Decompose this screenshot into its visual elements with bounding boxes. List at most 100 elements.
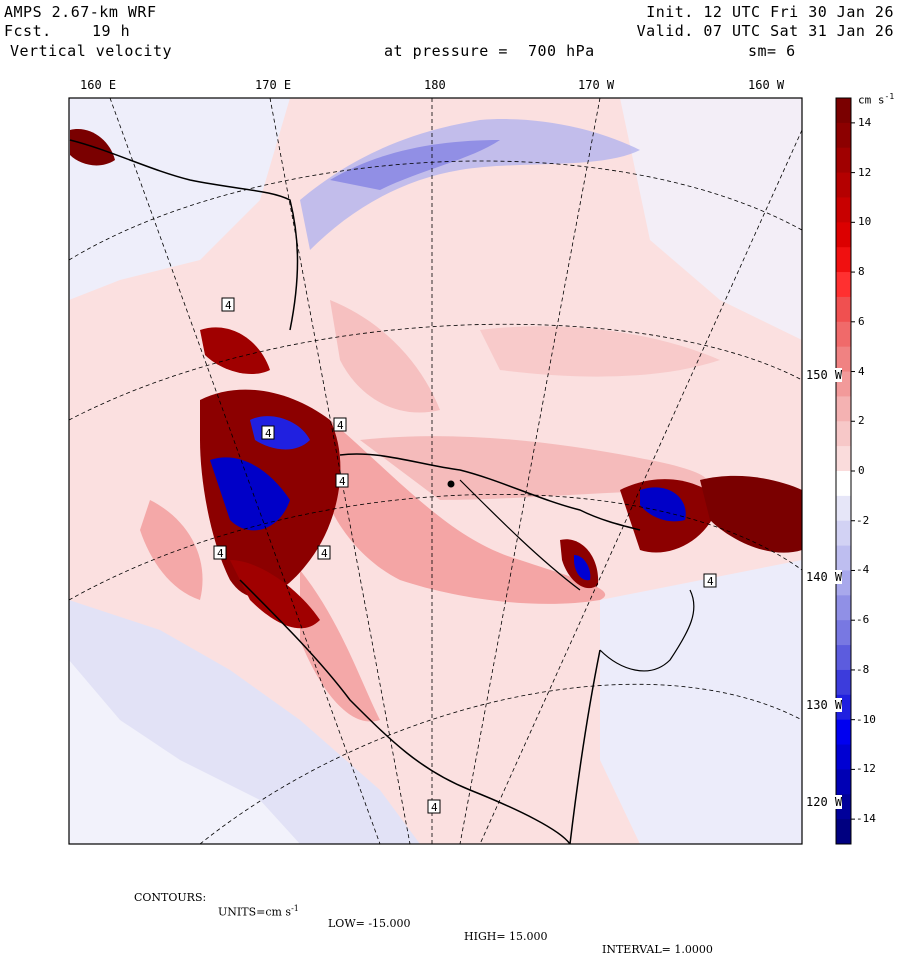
footer-interval: INTERVAL= 1.0000 <box>602 943 713 956</box>
colorbar-swatch <box>836 122 851 149</box>
colorbar-tick-label: 12 <box>858 165 872 179</box>
meridian-160w <box>479 129 802 844</box>
svg-text:4: 4 <box>321 547 328 560</box>
station-dot <box>447 480 455 488</box>
ice-edge <box>459 479 581 591</box>
colorbar-swatch <box>836 421 851 447</box>
coastline-north <box>69 139 299 331</box>
lat-label-130w: 130 W <box>806 698 843 712</box>
colorbar-tick-label: 6 <box>858 314 865 328</box>
colorbar-border <box>835 97 852 845</box>
svg-text:4: 4 <box>225 299 232 312</box>
svg-text:4: 4 <box>339 475 346 488</box>
parallel-far-south <box>199 683 802 844</box>
init-time: Init. 12 UTC Fri 30 Jan 26 <box>646 3 894 21</box>
coastline-east <box>599 589 695 672</box>
station-marker: 4 <box>335 473 349 488</box>
colorbar-tick-label: 0 <box>858 464 865 477</box>
intense-core-far-east <box>700 475 802 553</box>
parallel-south <box>69 494 802 601</box>
lon-label-160w: 160 W <box>748 78 785 92</box>
red-plume-northeast <box>480 326 720 377</box>
station-marker: 4 <box>317 545 331 560</box>
colorbar-swatch <box>836 769 851 795</box>
station-marker: 4 <box>261 425 275 440</box>
meridian-170e <box>269 98 411 844</box>
grounding-line <box>569 649 601 844</box>
station-marker: 4 <box>213 545 227 560</box>
parallel-mid <box>69 323 802 421</box>
svg-text:4: 4 <box>431 801 438 814</box>
pressure-label: at pressure = <box>384 42 508 60</box>
red-plume-south <box>300 570 380 722</box>
colorbar-tick-label: 10 <box>858 215 872 229</box>
footer-units: UNITS=cm s-1 <box>218 904 299 919</box>
red-plume-north <box>330 300 440 413</box>
intense-core-southeast-blue <box>574 555 591 581</box>
colorbar-swatch <box>836 172 851 198</box>
lat-label-140w: 140 W <box>806 570 843 584</box>
blue-region-east <box>600 560 802 844</box>
white-ice-shelf <box>69 660 300 844</box>
colorbar-swatch <box>836 222 851 248</box>
vertical-velocity-map: 4 4 4 4 4 4 4 4 <box>68 97 855 845</box>
colorbar-swatch <box>836 620 851 646</box>
colorbar-swatch <box>836 197 851 223</box>
colorbar-swatch <box>836 396 851 422</box>
svg-text:4: 4 <box>707 575 714 588</box>
model-title: AMPS 2.67-km WRF <box>4 3 157 21</box>
colorbar-swatch <box>836 545 851 571</box>
colorbar-tick-label: -2 <box>856 513 870 527</box>
lat-label-120w: 120 W <box>806 795 843 809</box>
lon-label-170w: 170 W <box>578 78 615 92</box>
lat-label-150w: 150 W <box>806 368 843 382</box>
colorbar-units: cm s-1 <box>858 92 895 107</box>
colorbar-swatch <box>836 520 851 547</box>
blue-band-north <box>300 119 640 250</box>
lon-label-160e: 160 E <box>80 78 117 92</box>
colorbar-swatch <box>836 247 851 273</box>
station-marker: 4 <box>333 417 347 432</box>
colorbar-tick-label: 14 <box>858 115 872 129</box>
colorbar-swatch <box>836 819 851 845</box>
colorbar-tick-label: -4 <box>856 563 870 577</box>
station-marker: 4 <box>703 573 717 588</box>
map-field <box>69 98 802 844</box>
colorbar-tick-label: -8 <box>856 662 870 676</box>
pressure-value: 700 hPa <box>528 42 595 60</box>
colorbar-swatch <box>836 272 851 298</box>
colorbar <box>836 98 855 845</box>
forecast-value: 19 h <box>92 22 131 40</box>
colorbar-swatch <box>836 719 851 746</box>
station-marker: 4 <box>427 799 441 814</box>
colorbar-swatch <box>836 495 851 522</box>
colorbar-swatch <box>836 98 851 124</box>
intense-core-north <box>200 327 270 375</box>
field-name: Vertical velocity <box>10 42 173 60</box>
intense-core-south <box>230 560 320 629</box>
coastline-south <box>239 579 571 844</box>
colorbar-swatch <box>836 446 851 472</box>
intense-core-east-blue <box>640 487 686 522</box>
colorbar-swatch <box>836 321 851 348</box>
blue-band-north-core <box>330 140 500 190</box>
lon-label-180: 180 <box>424 78 446 92</box>
valid-time: Valid. 07 UTC Sat 31 Jan 26 <box>636 22 894 40</box>
red-plume-east <box>360 436 708 500</box>
colorbar-swatch <box>836 147 851 174</box>
colorbar-tick-label: -6 <box>856 613 870 627</box>
pale-region-northeast <box>620 98 802 340</box>
intense-core-blue-2 <box>250 416 310 450</box>
station-marker: 4 <box>221 297 235 312</box>
colorbar-swatch <box>836 669 851 696</box>
colorbar-tick-label: -12 <box>856 762 876 776</box>
red-plume-central <box>320 420 606 604</box>
footer-low: LOW= -15.000 <box>328 917 411 930</box>
svg-text:4: 4 <box>337 419 344 432</box>
colorbar-tick-label: 2 <box>858 414 865 428</box>
forecast-label: Fcst. <box>4 22 52 40</box>
colorbar-swatch <box>836 645 851 671</box>
station-markers: 4 4 4 4 4 4 4 4 <box>213 297 717 814</box>
colorbar-swatch <box>836 346 851 373</box>
meridian-160e <box>109 98 381 844</box>
